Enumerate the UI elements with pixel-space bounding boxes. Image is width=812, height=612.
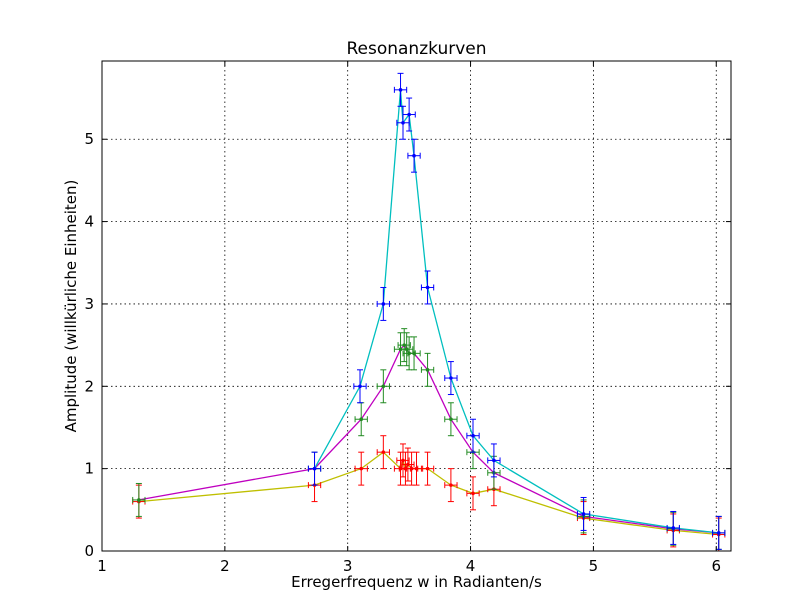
data-point — [444, 468, 458, 503]
y-tick-label: 1 — [84, 460, 94, 478]
grid — [102, 61, 731, 551]
data-point — [444, 402, 458, 437]
data-point — [466, 476, 480, 511]
data-point — [353, 369, 367, 404]
point-marker — [358, 384, 362, 389]
point-marker — [425, 368, 430, 372]
point-marker — [671, 526, 676, 530]
point-marker — [398, 88, 403, 92]
point-marker — [401, 458, 405, 463]
point-marker — [425, 466, 430, 471]
x-tick-label: 4 — [466, 557, 476, 575]
point-marker — [406, 462, 410, 467]
point-marker — [412, 351, 416, 356]
data-point — [400, 332, 414, 367]
plot-area — [132, 72, 726, 552]
data-point — [376, 286, 390, 321]
data-point — [712, 515, 726, 550]
data-point — [402, 97, 416, 132]
x-tick-label: 6 — [711, 557, 721, 575]
point-marker — [381, 450, 386, 454]
plot-frame — [101, 60, 732, 552]
point-marker — [404, 347, 409, 352]
series-1 — [307, 72, 726, 550]
y-tick-label: 5 — [84, 130, 94, 148]
x-tick-label: 5 — [589, 557, 599, 575]
series-line — [138, 451, 719, 536]
data-point — [354, 451, 368, 486]
x-tick-label: 2 — [220, 557, 230, 575]
series-line — [313, 89, 719, 534]
x-tick-label: 1 — [97, 557, 107, 575]
chart-title: Resonanzkurven — [346, 39, 486, 59]
point-marker — [414, 466, 419, 471]
point-marker — [401, 120, 405, 125]
data-point — [666, 510, 680, 545]
point-marker — [471, 491, 475, 496]
point-marker — [359, 466, 364, 471]
point-marker — [402, 343, 407, 347]
data-point — [407, 138, 421, 173]
data-point — [407, 336, 421, 371]
data-point — [420, 451, 435, 486]
data-point — [466, 418, 480, 453]
point-marker — [449, 376, 453, 380]
series-2 — [132, 328, 726, 550]
x-tick-label: 3 — [343, 557, 353, 575]
point-marker — [312, 466, 317, 471]
point-marker — [412, 153, 416, 158]
point-marker — [359, 417, 364, 422]
data-point — [409, 451, 424, 486]
point-marker — [471, 433, 475, 438]
point-marker — [716, 531, 721, 535]
point-marker — [137, 498, 141, 502]
y-tick-label: 3 — [84, 295, 94, 313]
point-marker — [425, 285, 430, 290]
data-point — [420, 352, 435, 387]
data-point — [393, 72, 408, 107]
series-line — [138, 344, 719, 534]
series-3 — [132, 435, 726, 552]
point-marker — [449, 417, 453, 422]
point-marker — [492, 458, 496, 463]
y-tick-label: 0 — [84, 542, 94, 560]
point-marker — [407, 112, 411, 117]
x-axis-label: Erregerfrequenz w in Radianten/s — [291, 573, 542, 591]
data-point — [576, 496, 591, 531]
data-point — [397, 328, 411, 363]
point-marker — [381, 302, 386, 306]
data-point — [487, 443, 501, 478]
data-point — [376, 369, 390, 404]
data-point — [396, 443, 410, 478]
y-tick-label: 4 — [84, 213, 94, 231]
data-point — [376, 435, 390, 470]
point-marker — [449, 483, 453, 487]
data-point — [401, 447, 415, 482]
data-point — [420, 270, 435, 305]
data-point — [132, 482, 146, 517]
data-point — [354, 402, 368, 437]
data-point — [444, 361, 458, 396]
y-axis-label: Amplitude (willkürliche Einheiten) — [62, 180, 80, 433]
data-point — [307, 451, 322, 486]
y-tick-label: 2 — [84, 377, 94, 395]
point-marker — [581, 512, 586, 516]
point-marker — [381, 384, 386, 389]
